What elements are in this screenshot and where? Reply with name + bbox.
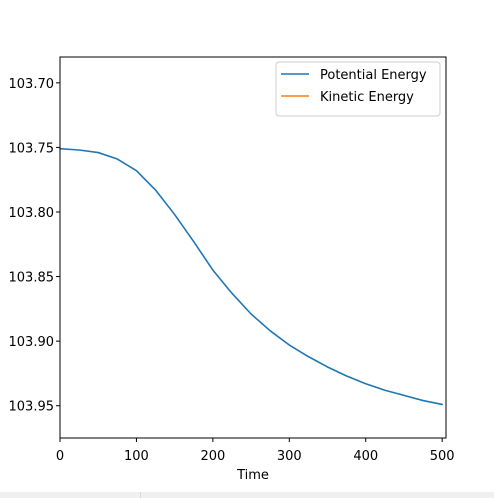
legend-label: Potential Energy — [320, 68, 427, 83]
x-tick-label: 0 — [56, 449, 64, 464]
y-tick-label: 103.90 — [9, 335, 55, 350]
y-axis: 103.70 103.75 103.80 103.85 103.90 103.95 — [9, 77, 60, 415]
bottom-strip-divider — [140, 492, 141, 498]
x-tick-label: 300 — [277, 449, 302, 464]
legend-label: Kinetic Energy — [320, 90, 414, 105]
series-line-0 — [59, 147, 443, 406]
plot-frame — [59, 56, 447, 439]
x-axis: 0 100 200 300 400 500 — [56, 438, 455, 464]
y-tick-label: 103.75 — [9, 141, 55, 156]
bottom-strip — [0, 492, 494, 498]
plot-area — [59, 147, 443, 406]
legend-box — [275, 61, 441, 117]
y-tick-label: 103.85 — [9, 271, 55, 286]
x-tick-label: 400 — [353, 449, 378, 464]
y-tick-label: 103.80 — [9, 206, 55, 221]
x-tick-label: 100 — [124, 449, 149, 464]
x-axis-title: Time — [236, 468, 269, 483]
y-tick-label: 103.95 — [9, 400, 55, 415]
y-tick-label: 103.70 — [9, 77, 55, 92]
x-tick-label: 200 — [200, 449, 225, 464]
legend: Potential Energy Kinetic Energy — [275, 61, 441, 117]
x-tick-label: 500 — [430, 449, 455, 464]
